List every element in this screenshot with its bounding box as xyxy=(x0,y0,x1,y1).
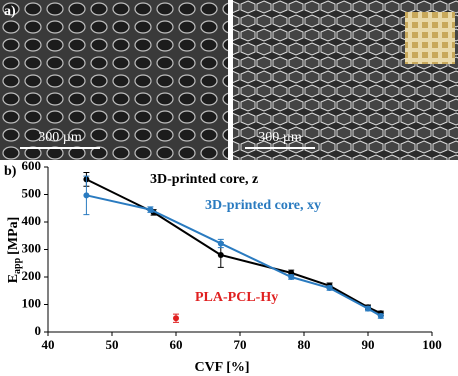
series-label: PLA-PCL-Hy xyxy=(195,290,278,305)
scale-label: 300 µm xyxy=(258,130,302,145)
sem-image-left xyxy=(0,0,228,160)
y-tick-label: 400 xyxy=(22,213,42,228)
y-tick-label: 200 xyxy=(22,268,42,283)
y-tick-label: 0 xyxy=(35,323,42,338)
data-point xyxy=(173,315,179,321)
y-tick-label: 300 xyxy=(22,240,42,255)
y-tick-label: 100 xyxy=(22,295,42,310)
data-point xyxy=(147,207,153,213)
data-point xyxy=(365,306,371,312)
x-tick-label: 80 xyxy=(298,337,311,352)
data-point xyxy=(218,240,224,246)
data-point xyxy=(288,274,294,280)
x-axis-title: CVF [%] xyxy=(194,360,249,375)
data-point xyxy=(327,285,333,291)
panel-label: a) xyxy=(4,4,16,19)
inset-photo xyxy=(405,12,455,64)
scale-label: 300 µm xyxy=(38,130,82,145)
data-point xyxy=(378,313,384,319)
y-title-unit: [MPa] xyxy=(6,217,21,255)
y-tick-label: 500 xyxy=(22,185,42,200)
x-tick-label: 100 xyxy=(422,337,442,352)
data-point xyxy=(218,252,224,258)
y-tick-label: 600 xyxy=(22,158,42,173)
x-tick-label: 90 xyxy=(362,337,375,352)
x-tick-label: 70 xyxy=(234,337,247,352)
x-tick-label: 60 xyxy=(170,337,183,352)
series-label: 3D-printed core, z xyxy=(150,172,258,187)
y-title-main: E xyxy=(6,274,21,283)
figure: a) 300 µm 300 µm b) CVF [%] Eapp[MPa] 01… xyxy=(0,0,458,376)
x-tick-label: 40 xyxy=(42,337,55,352)
panel-label: b) xyxy=(4,164,17,179)
data-point xyxy=(83,192,89,198)
series-label: 3D-printed core, xy xyxy=(205,198,321,213)
x-tick-label: 50 xyxy=(106,337,119,352)
